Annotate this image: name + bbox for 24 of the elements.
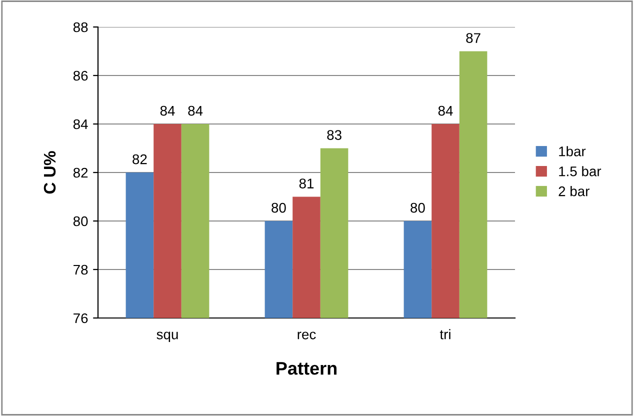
- data-label: 87: [466, 33, 480, 43]
- x-axis-title: Pattern: [276, 362, 336, 375]
- y-tick-label: 80: [73, 216, 88, 226]
- x-tick-label: tri: [440, 329, 450, 340]
- data-label: 83: [327, 130, 342, 140]
- y-tick-label: 76: [74, 313, 88, 324]
- y-tick-label: 82: [73, 168, 88, 178]
- data-label: 81: [299, 178, 314, 188]
- data-label: 84: [438, 106, 453, 116]
- legend-label: 1.5 bar: [559, 166, 602, 176]
- y-tick-label: 86: [73, 70, 88, 81]
- y-axis-title: C U%: [44, 151, 56, 194]
- y-tick-label: 84: [73, 119, 88, 130]
- y-tick-label: 88: [73, 22, 88, 32]
- legend-label: 1bar: [559, 146, 586, 156]
- data-label: 84: [160, 106, 175, 116]
- data-label: 84: [188, 106, 203, 116]
- y-tick-label: 78: [74, 264, 88, 275]
- x-tick-label: rec: [298, 332, 316, 340]
- legend-label: 2 bar: [558, 186, 590, 196]
- data-label: 82: [132, 154, 147, 164]
- x-tick-label: squ: [156, 332, 178, 342]
- data-label: 80: [410, 202, 425, 213]
- data-label: 80: [272, 202, 286, 213]
